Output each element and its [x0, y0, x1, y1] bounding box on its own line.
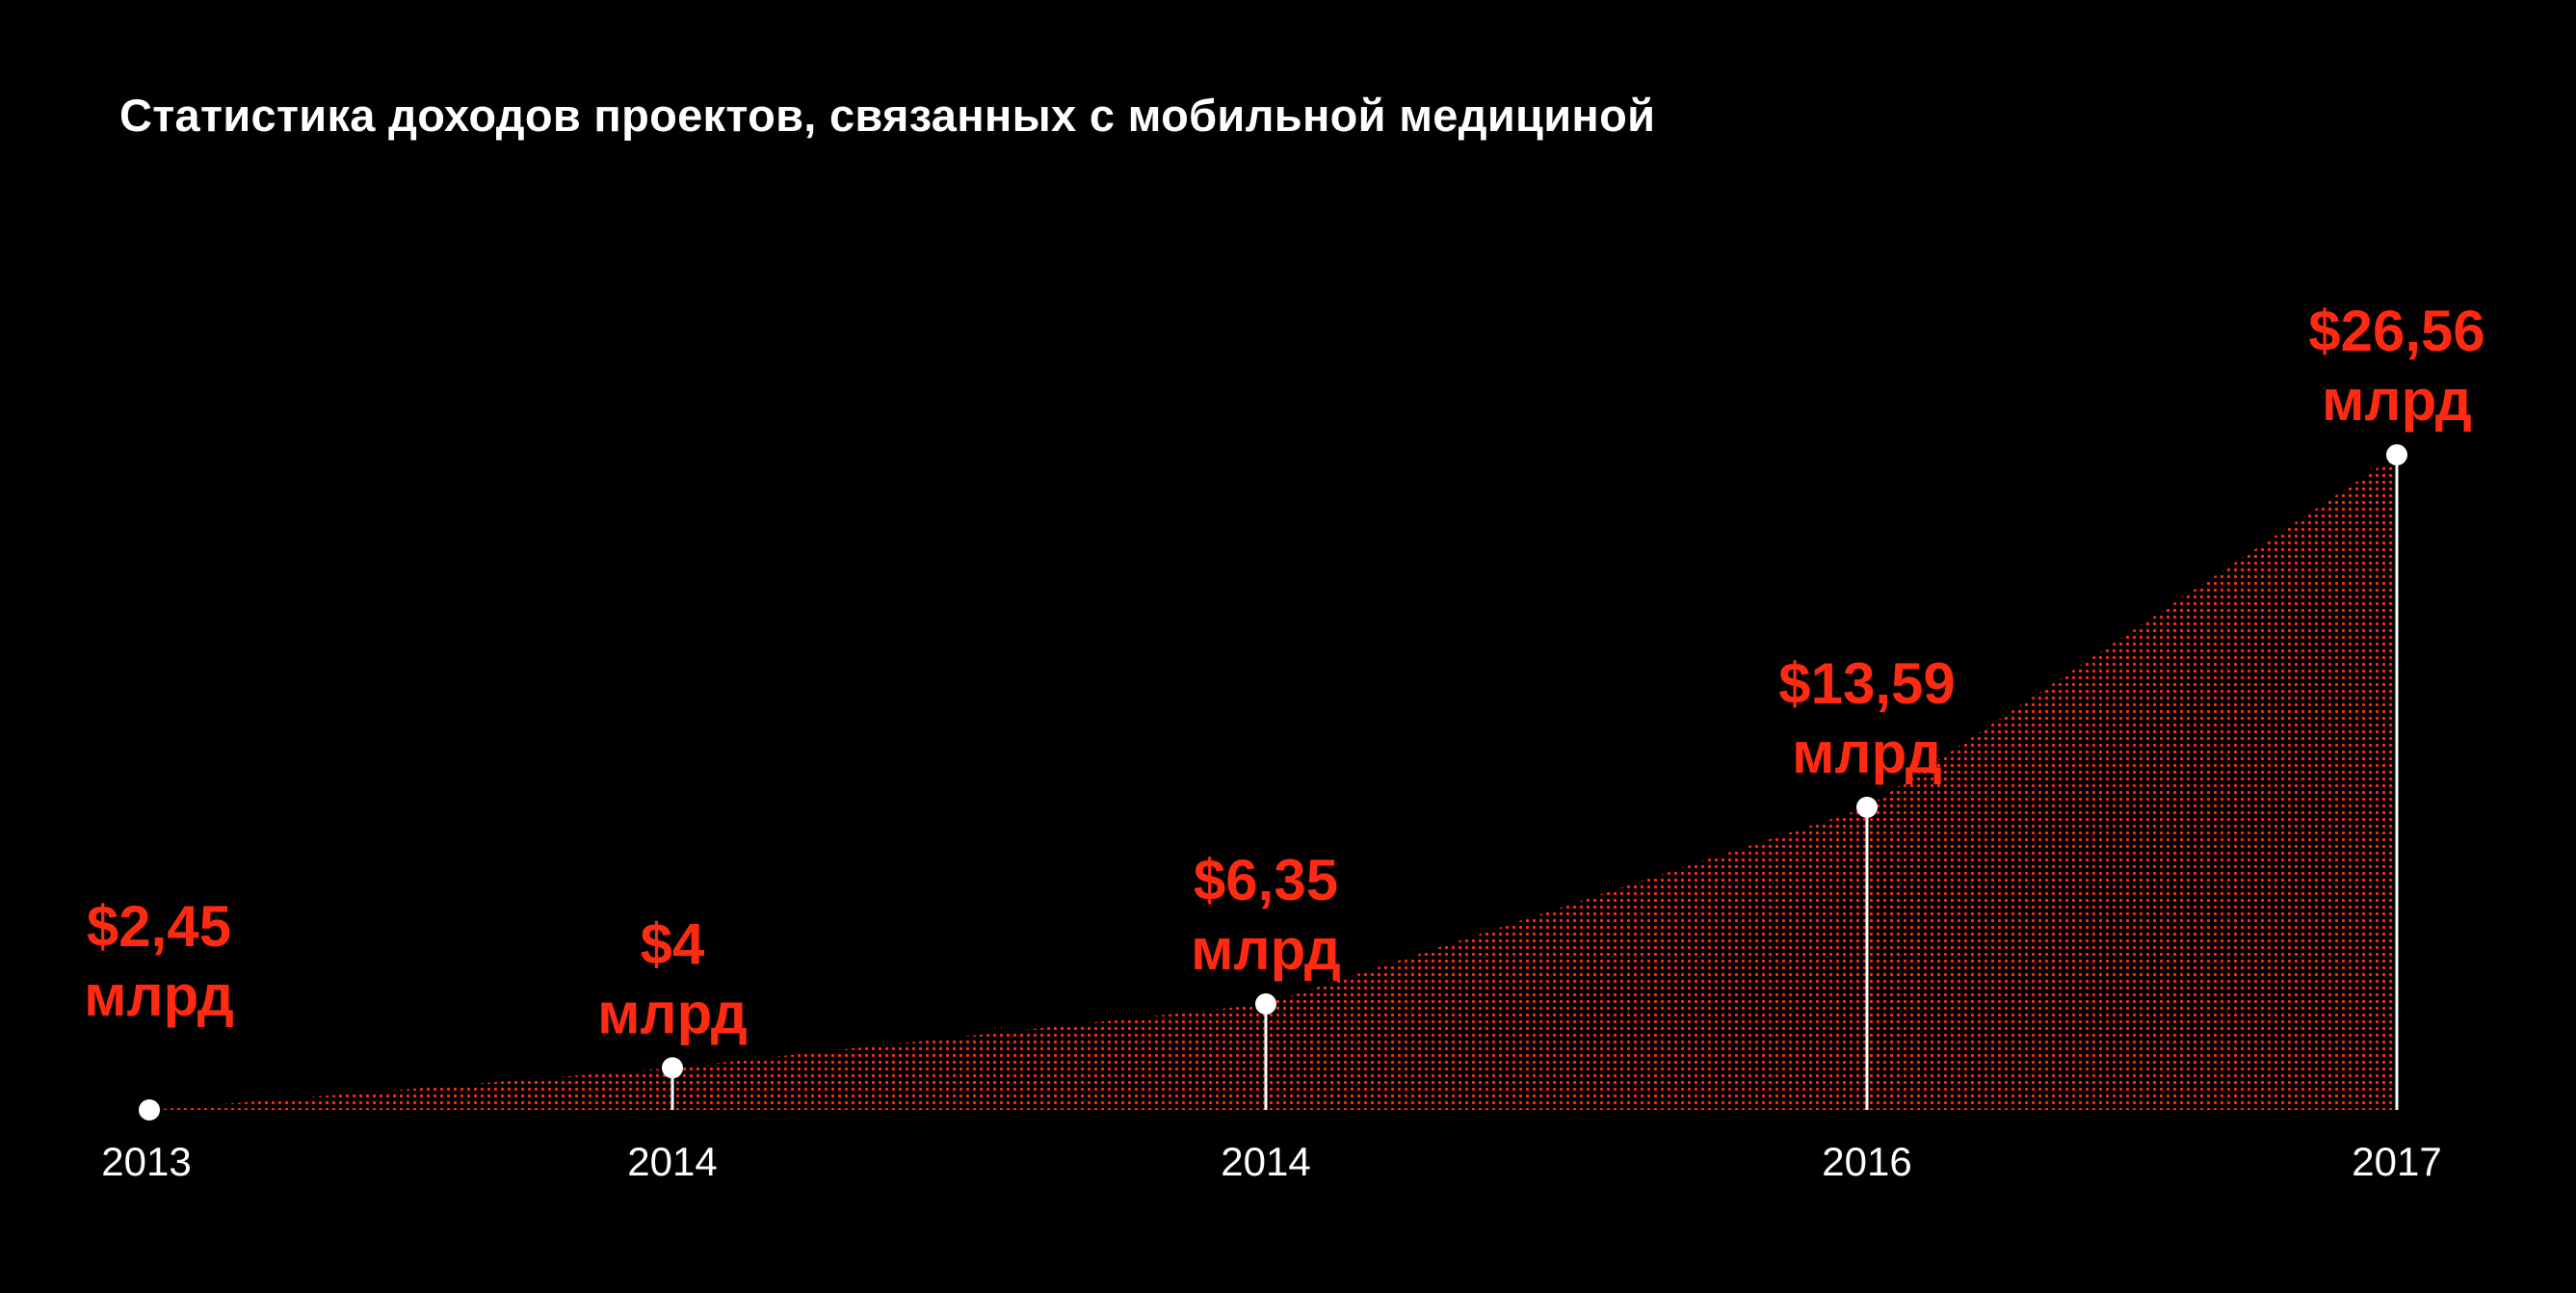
data-point: [662, 1057, 683, 1079]
data-label-unit: млрд: [2322, 368, 2472, 433]
data-point: [2386, 444, 2407, 466]
data-label-value: $2,45: [87, 894, 231, 959]
chart-title: Статистика доходов проектов, связанных с…: [119, 90, 1656, 141]
data-label-value: $26,56: [2308, 299, 2485, 363]
data-point: [1856, 796, 1878, 818]
area-fill: [149, 455, 2397, 1111]
x-tick-label: 2017: [2352, 1139, 2441, 1184]
x-tick-label: 2014: [627, 1139, 717, 1184]
data-point: [139, 1099, 160, 1121]
data-label-unit: млрд: [84, 963, 234, 1028]
data-label-value: $4: [641, 911, 705, 976]
data-label-value: $6,35: [1194, 848, 1338, 912]
data-label-unit: млрд: [597, 981, 748, 1045]
data-label-unit: млрд: [1191, 917, 1341, 982]
x-tick-label: 2013: [101, 1139, 191, 1184]
x-tick-label: 2014: [1221, 1139, 1310, 1184]
data-point: [1255, 993, 1276, 1016]
data-label-unit: млрд: [1792, 721, 1942, 785]
data-label-value: $13,59: [1778, 651, 1956, 716]
x-tick-label: 2016: [1822, 1139, 1911, 1184]
